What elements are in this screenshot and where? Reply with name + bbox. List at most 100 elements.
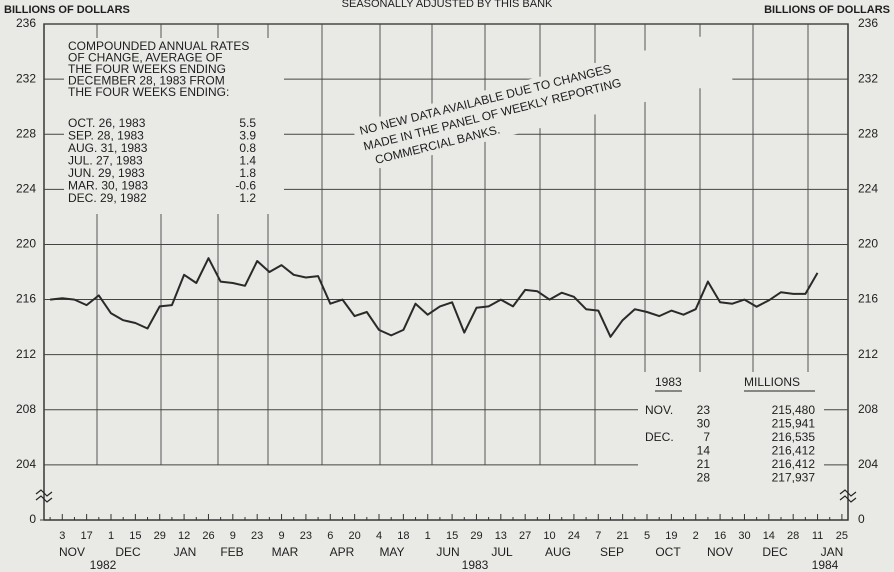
x-tick-label: 7 [595, 530, 601, 542]
month-label: SEP [600, 545, 624, 559]
x-tick-label: 10 [543, 530, 555, 542]
table-month: NOV. [645, 403, 673, 417]
rates-heading: OF CHANGE, AVERAGE OF [68, 51, 222, 65]
year-label: 1982 [90, 558, 117, 572]
x-tick-label: 16 [714, 530, 726, 542]
y-tick-label: 220 [16, 237, 36, 251]
month-label: DEC [115, 545, 141, 559]
y2-tick-label: 224 [858, 182, 878, 196]
y-axis-label: BILLIONS OF DOLLARS [4, 4, 130, 16]
y-tick-label: 208 [16, 402, 36, 416]
y-tick-label: 0 [29, 512, 36, 526]
table-day: 23 [697, 403, 711, 417]
y-tick-label: 224 [16, 182, 36, 196]
y2-tick-label: 204 [858, 457, 878, 471]
rates-heading: DECEMBER 28, 1983 FROM [68, 74, 225, 88]
table-day: 14 [697, 444, 711, 458]
chart-title: SEASONALLY ADJUSTED BY THIS BANK [342, 0, 553, 10]
x-tick-label: 15 [446, 530, 458, 542]
y-tick-label: 232 [16, 71, 36, 85]
rates-value: 5.5 [239, 116, 256, 130]
rates-value: 1.8 [239, 166, 256, 180]
x-tick-label: 15 [129, 530, 141, 542]
rates-value: 1.4 [239, 154, 256, 168]
table-day: 30 [697, 417, 711, 431]
x-tick-label: 29 [470, 530, 482, 542]
y2-tick-label: 236 [858, 16, 878, 30]
y2-axis-label: BILLIONS OF DOLLARS [764, 4, 890, 16]
x-tick-label: 20 [349, 530, 361, 542]
x-tick-label: 3 [59, 530, 65, 542]
month-label: JAN [821, 545, 844, 559]
x-tick-label: 29 [154, 530, 166, 542]
table-day: 21 [697, 457, 711, 471]
rates-date: OCT. 26, 1983 [68, 116, 146, 130]
rates-date: SEP. 28, 1983 [68, 129, 144, 143]
y-tick-label: 216 [16, 292, 36, 306]
month-label: JUN [436, 545, 459, 559]
y2-tick-label: 232 [858, 71, 878, 85]
rates-date: MAR. 30, 1983 [68, 179, 148, 193]
x-tick-label: 12 [178, 530, 190, 542]
table-value: 216,535 [772, 430, 816, 444]
x-tick-label: 9 [230, 530, 236, 542]
rates-date: JUN. 29, 1983 [68, 166, 145, 180]
x-tick-label: 28 [787, 530, 799, 542]
table-value: 216,412 [772, 444, 816, 458]
month-label: OCT [655, 545, 681, 559]
y2-tick-label: 216 [858, 292, 878, 306]
y2-tick-label: 220 [858, 237, 878, 251]
month-label: DEC [762, 545, 788, 559]
axis-break [839, 489, 857, 503]
x-tick-label: 26 [202, 530, 214, 542]
y2-tick-label: 228 [858, 126, 878, 140]
y2-tick-label: 208 [858, 402, 878, 416]
table-day: 28 [697, 471, 711, 485]
year-label: 1983 [462, 558, 489, 572]
month-label: AUG [545, 545, 571, 559]
month-label: MAY [379, 545, 404, 559]
x-tick-label: 5 [644, 530, 650, 542]
x-tick-label: 1 [425, 530, 431, 542]
rates-value: 0.8 [239, 141, 256, 155]
table-value: 217,937 [772, 471, 816, 485]
x-tick-label: 2 [693, 530, 699, 542]
table-month: DEC. [645, 430, 674, 444]
x-tick-label: 1 [108, 530, 114, 542]
x-tick-label: 24 [568, 530, 580, 542]
month-label: FEB [220, 545, 243, 559]
x-tick-label: 4 [376, 530, 382, 542]
rates-date: AUG. 31, 1983 [68, 141, 148, 155]
table-header: 1983 [655, 375, 682, 389]
x-tick-label: 14 [763, 530, 775, 542]
rates-heading: THE FOUR WEEKS ENDING [68, 62, 226, 76]
rates-value: 3.9 [239, 129, 256, 143]
x-tick-label: 27 [519, 530, 531, 542]
x-tick-label: 6 [327, 530, 333, 542]
x-tick-label: 11 [812, 530, 823, 542]
x-tick-label: 30 [738, 530, 750, 542]
x-tick-label: 9 [278, 530, 284, 542]
month-label: NOV [707, 545, 733, 559]
x-tick-label: 13 [495, 530, 507, 542]
rates-value: 1.2 [239, 191, 256, 205]
month-label: JUL [491, 545, 513, 559]
rates-value: -0.6 [235, 179, 256, 193]
month-label: NOV [59, 545, 85, 559]
year-label: 1984 [812, 558, 839, 572]
rates-heading: COMPOUNDED ANNUAL RATES [68, 39, 249, 53]
annotation: NO NEW DATA AVAILABLE DUE TO CHANGESMADE… [351, 31, 733, 173]
x-tick-label: 19 [665, 530, 677, 542]
table-value: 215,480 [772, 403, 816, 417]
data-line [49, 257, 819, 338]
y2-tick-label: 0 [858, 512, 865, 526]
x-tick-label: 17 [81, 530, 93, 542]
rates-box-bg [64, 38, 284, 214]
rates-heading: THE FOUR WEEKS ENDING: [68, 85, 229, 99]
y-tick-label: 212 [16, 347, 36, 361]
y2-tick-label: 212 [858, 347, 878, 361]
y-tick-label: 236 [16, 16, 36, 30]
table-value: 215,941 [772, 417, 816, 431]
axis-break [35, 489, 53, 503]
